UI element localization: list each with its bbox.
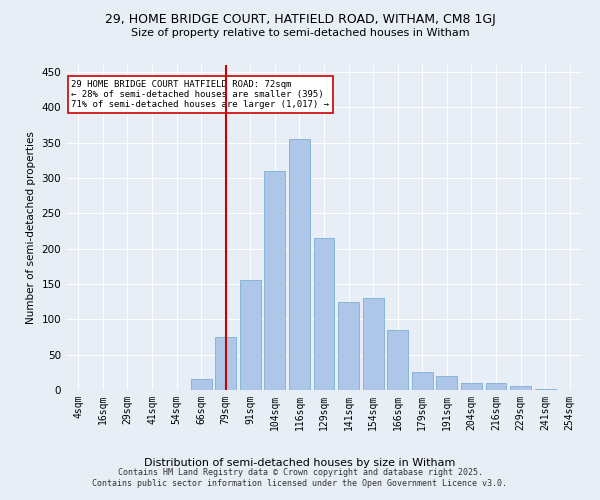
Text: 29, HOME BRIDGE COURT, HATFIELD ROAD, WITHAM, CM8 1GJ: 29, HOME BRIDGE COURT, HATFIELD ROAD, WI… — [104, 12, 496, 26]
Bar — [387, 330, 408, 390]
Text: 29 HOME BRIDGE COURT HATFIELD ROAD: 72sqm
← 28% of semi-detached houses are smal: 29 HOME BRIDGE COURT HATFIELD ROAD: 72sq… — [71, 80, 329, 110]
Bar — [510, 386, 531, 390]
Text: Size of property relative to semi-detached houses in Witham: Size of property relative to semi-detach… — [131, 28, 469, 38]
Bar — [362, 298, 383, 390]
Bar — [412, 372, 433, 390]
Bar — [289, 139, 310, 390]
Bar — [265, 171, 286, 390]
Bar — [215, 337, 236, 390]
Bar — [461, 383, 482, 390]
Text: Distribution of semi-detached houses by size in Witham: Distribution of semi-detached houses by … — [145, 458, 455, 468]
Bar — [338, 302, 359, 390]
Y-axis label: Number of semi-detached properties: Number of semi-detached properties — [26, 131, 36, 324]
Bar — [436, 376, 457, 390]
Bar — [191, 380, 212, 390]
Bar — [240, 280, 261, 390]
Bar — [314, 238, 334, 390]
Text: Contains HM Land Registry data © Crown copyright and database right 2025.
Contai: Contains HM Land Registry data © Crown c… — [92, 468, 508, 487]
Bar — [485, 383, 506, 390]
